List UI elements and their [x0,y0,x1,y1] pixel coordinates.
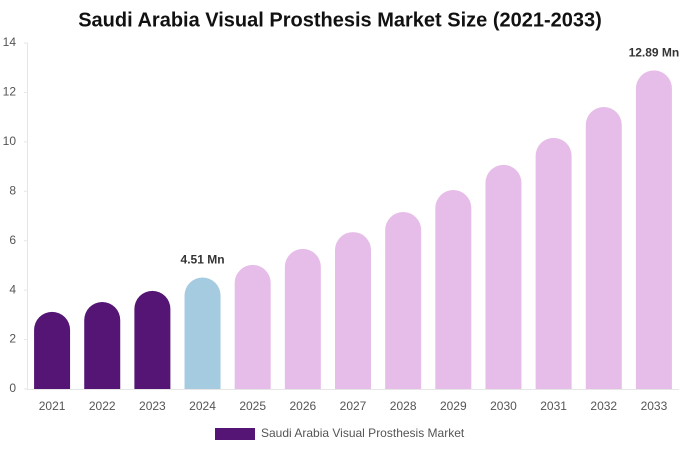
bar [234,264,271,389]
x-tick-label: 2032 [590,399,617,413]
x-tick-label: 2028 [390,399,417,413]
y-tick-label: 14 [3,35,17,49]
x-tick-label: 2024 [189,399,216,413]
x-tick-label: 2022 [89,399,116,413]
x-tick-label: 2029 [440,399,467,413]
x-tick-label: 2021 [39,399,66,413]
bar [635,70,672,389]
bar [34,311,71,389]
y-tick-label: 4 [9,282,16,296]
x-tick-label: 2023 [139,399,166,413]
data-label: 12.89 Mn [629,46,680,60]
x-tick-label: 2026 [289,399,316,413]
bar [585,107,622,389]
bar [84,302,121,389]
legend-swatch [215,428,255,440]
bar [435,190,472,389]
y-tick-label: 10 [3,134,17,148]
bar [284,248,321,389]
legend-label: Saudi Arabia Visual Prosthesis Market [261,426,465,440]
y-tick-label: 12 [3,85,17,99]
y-tick-label: 0 [9,381,16,395]
data-label: 4.51 Mn [181,253,225,267]
bar [385,212,422,389]
y-tick-label: 6 [9,233,16,247]
bar [485,164,522,389]
chart-title: Saudi Arabia Visual Prosthesis Market Si… [78,9,602,31]
y-tick-label: 8 [9,183,16,197]
x-tick-label: 2025 [239,399,266,413]
bar [134,290,171,389]
x-tick-label: 2033 [641,399,668,413]
y-tick-label: 2 [9,332,16,346]
x-tick-label: 2031 [540,399,567,413]
bar [184,277,221,389]
x-tick-label: 2030 [490,399,517,413]
x-tick-label: 2027 [340,399,367,413]
bar [535,137,572,389]
bar [335,232,371,389]
